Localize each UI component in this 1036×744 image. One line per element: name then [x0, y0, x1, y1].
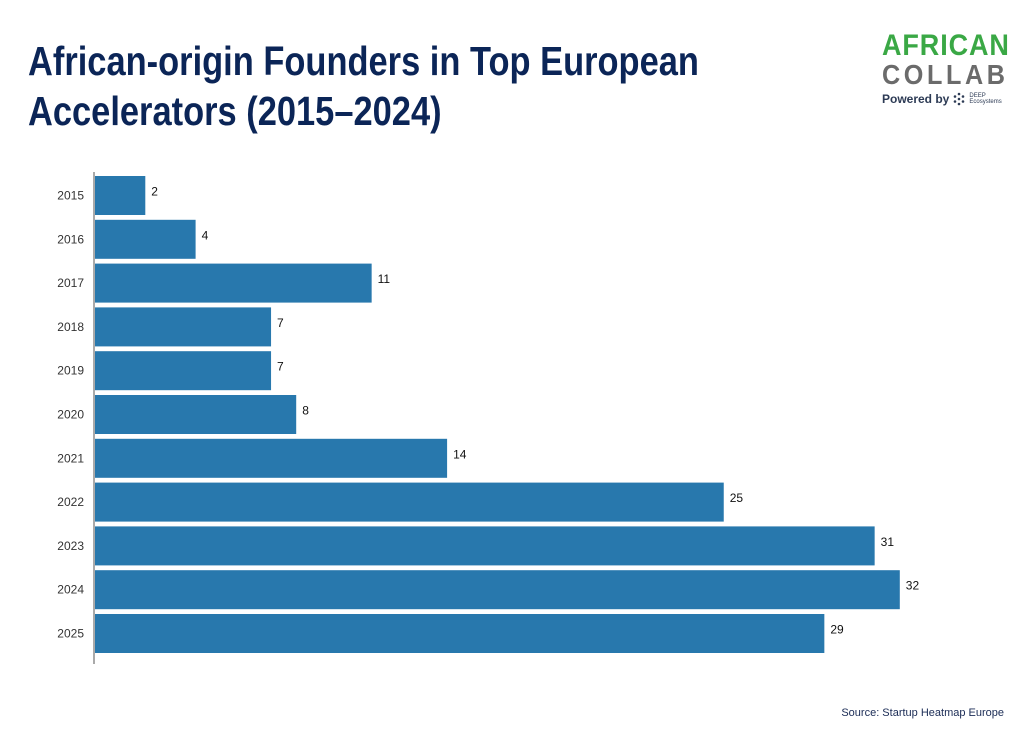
y-tick-label-2016: 2016: [57, 232, 84, 246]
logo-brand-ecosystems: Ecosystems: [969, 99, 1002, 105]
y-tick-labels: 2015 2016 2017 2018 2019 2020 2021 2022 2023 2024…: [57, 189, 84, 641]
logo-text-african: AFRICAN: [882, 29, 1010, 62]
logo-powered-by: Powered by DEEP Ecosystems: [882, 92, 1002, 106]
y-tick-label-2015: 2015: [57, 189, 84, 203]
data-label-2020: 8: [302, 404, 309, 418]
data-label-2022: 25: [730, 491, 744, 505]
bar-2023: [95, 526, 875, 566]
data-label-2015: 2: [151, 185, 158, 199]
chart-title: African-origin Founders in Top European …: [28, 36, 699, 136]
bars-group: [95, 176, 900, 653]
y-tick-label-2021: 2021: [57, 451, 84, 465]
data-label-2017: 11: [378, 272, 391, 286]
bar-2015: [95, 176, 146, 215]
bar-2020: [95, 395, 297, 434]
chart-title-line-1: African-origin Founders in Top European: [28, 38, 699, 84]
y-tick-label-2024: 2024: [57, 583, 84, 597]
data-label-2021: 14: [453, 447, 467, 461]
bar-2019: [95, 351, 272, 391]
data-label-2018: 7: [277, 316, 284, 330]
data-label-2024: 32: [906, 579, 920, 593]
y-tick-label-2019: 2019: [57, 364, 84, 378]
bar-2025: [95, 614, 825, 653]
bar-2018: [95, 307, 272, 347]
source-note: Source: Startup Heatmap Europe: [841, 707, 1004, 719]
y-tick-label-2018: 2018: [57, 320, 84, 334]
bar-2022: [95, 482, 724, 522]
y-tick-label-2023: 2023: [57, 539, 84, 553]
logo-brand-deep: DEEP: [969, 93, 986, 99]
logo-powered-by-label: Powered by: [882, 92, 950, 106]
bar-2017: [95, 263, 372, 303]
y-tick-label-2025: 2025: [57, 627, 84, 641]
data-label-2019: 7: [277, 360, 284, 374]
y-tick-label-2020: 2020: [57, 408, 84, 422]
data-labels: 2 4 11 7 7 8 14 25 31 32 29: [151, 185, 919, 637]
data-label-2023: 31: [881, 535, 895, 549]
data-label-2016: 4: [202, 228, 209, 242]
y-tick-label-2017: 2017: [57, 276, 84, 290]
chart-title-line-2: Accelerators (2015–2024): [28, 88, 442, 134]
deep-ecosystems-dots-icon: [954, 92, 965, 106]
logo-text-collab: COLLAB: [882, 59, 1009, 90]
y-tick-label-2022: 2022: [57, 495, 84, 509]
bar-2024: [95, 570, 900, 610]
bar-2016: [95, 219, 196, 259]
bar-2021: [95, 438, 448, 478]
logo-brand: DEEP Ecosystems: [969, 93, 1001, 105]
african-collab-logo: AFRICAN COLLAB Powered by DEEP Ecosystem…: [870, 30, 1020, 110]
data-label-2025: 29: [830, 623, 844, 637]
